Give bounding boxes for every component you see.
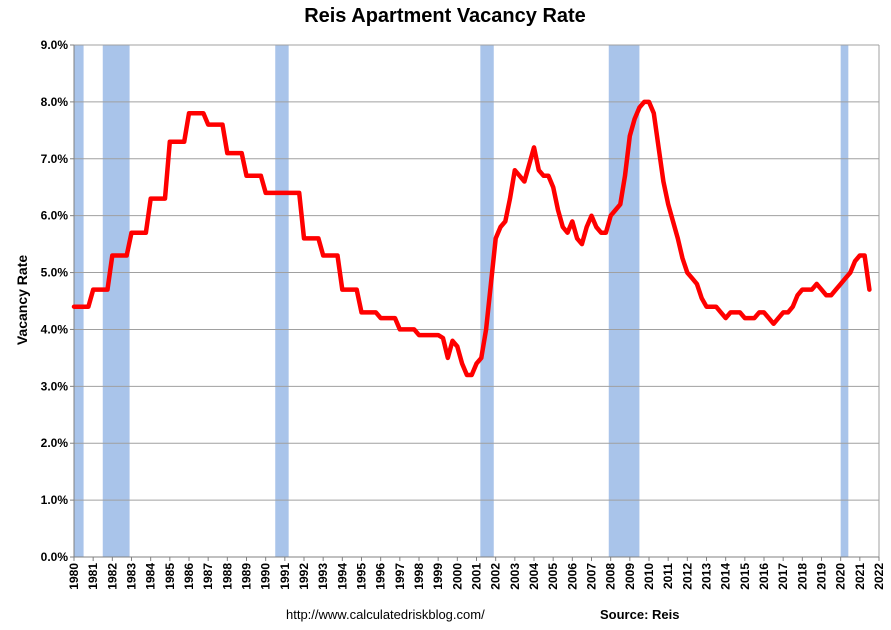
x-tick-label: 2002 bbox=[489, 563, 503, 590]
x-tick-label: 2004 bbox=[527, 563, 541, 590]
y-tick-label: 9.0% bbox=[41, 38, 69, 52]
x-tick-label: 2000 bbox=[450, 563, 464, 590]
x-tick-label: 1981 bbox=[86, 563, 100, 590]
x-tick-label: 1993 bbox=[316, 563, 330, 590]
x-tick-label: 2011 bbox=[661, 563, 675, 589]
x-tick-label: 1998 bbox=[412, 563, 426, 590]
x-tick-label: 1986 bbox=[182, 563, 196, 590]
x-tick-label: 2014 bbox=[719, 563, 733, 590]
x-tick-label: 1984 bbox=[144, 563, 158, 590]
x-tick-label: 1987 bbox=[201, 563, 215, 590]
x-tick-label: 2013 bbox=[700, 563, 714, 590]
x-tick-label: 2008 bbox=[604, 563, 618, 590]
y-tick-label: 0.0% bbox=[41, 550, 69, 564]
y-axis-label: Vacancy Rate bbox=[14, 255, 30, 345]
recession-band bbox=[102, 45, 130, 557]
x-tick-label: 2021 bbox=[853, 563, 867, 590]
x-tick-label: 2001 bbox=[470, 563, 484, 590]
series-line-vacancy-rate bbox=[71, 99, 872, 378]
recession-band bbox=[608, 45, 640, 557]
y-tick-label: 3.0% bbox=[41, 379, 69, 393]
footer-source: Source: Reis bbox=[600, 607, 679, 622]
y-tick-label: 7.0% bbox=[41, 152, 69, 166]
x-tick-label: 2017 bbox=[776, 563, 790, 590]
y-tick-label: 4.0% bbox=[41, 322, 69, 336]
x-tick-label: 1988 bbox=[220, 563, 234, 590]
x-tick-label: 1990 bbox=[259, 563, 273, 590]
x-tick-label: 2012 bbox=[680, 563, 694, 590]
x-tick-label: 1999 bbox=[431, 563, 445, 590]
x-tick-label: 2007 bbox=[585, 563, 599, 590]
recession-band bbox=[275, 45, 289, 557]
x-tick-label: 2010 bbox=[642, 563, 656, 590]
x-tick-label: 1989 bbox=[240, 563, 254, 590]
x-tick-label: 1992 bbox=[297, 563, 311, 590]
x-tick-label: 2022 bbox=[872, 563, 886, 590]
x-tick-label: 2009 bbox=[623, 563, 637, 590]
x-tick-label: 1980 bbox=[67, 563, 81, 590]
x-tick-label: 1991 bbox=[278, 563, 292, 590]
y-tick-label: 6.0% bbox=[41, 209, 69, 223]
footer-url: http://www.calculatedriskblog.com/ bbox=[286, 607, 485, 622]
x-tick-label: 2016 bbox=[757, 563, 771, 590]
series-line-group bbox=[71, 99, 872, 378]
recession-band bbox=[74, 45, 84, 557]
x-axis-ticks: 1980 1981 1982 1983 1984 1985 1986 1987 1988 1989… bbox=[67, 557, 886, 590]
y-tick-label: 1.0% bbox=[41, 493, 69, 507]
x-tick-label: 2005 bbox=[546, 563, 560, 590]
gridlines bbox=[73, 44, 880, 558]
x-tick-label: 1982 bbox=[105, 563, 119, 590]
x-tick-label: 1997 bbox=[393, 563, 407, 590]
recession-band bbox=[840, 45, 849, 557]
y-tick-label: 5.0% bbox=[41, 266, 69, 280]
x-tick-label: 2003 bbox=[508, 563, 522, 590]
y-axis-ticks: 0.0% 1.0% 2.0% 3.0% 4.0% 5.0% 6.0% 7.0% 8.0% 9.0% bbox=[41, 38, 74, 564]
y-tick-label: 8.0% bbox=[41, 95, 69, 109]
x-tick-label: 2015 bbox=[738, 563, 752, 590]
x-tick-label: 2018 bbox=[795, 563, 809, 590]
y-tick-label: 2.0% bbox=[41, 436, 69, 450]
x-tick-label: 1995 bbox=[355, 563, 369, 590]
x-tick-label: 2006 bbox=[565, 563, 579, 590]
x-tick-label: 2019 bbox=[815, 563, 829, 590]
x-tick-label: 1983 bbox=[125, 563, 139, 590]
x-tick-label: 1985 bbox=[163, 563, 177, 590]
x-tick-label: 1994 bbox=[335, 563, 349, 590]
chart-title: Reis Apartment Vacancy Rate bbox=[304, 5, 586, 27]
recession-bands bbox=[74, 45, 849, 557]
x-tick-label: 2020 bbox=[834, 563, 848, 590]
x-tick-label: 1996 bbox=[374, 563, 388, 590]
